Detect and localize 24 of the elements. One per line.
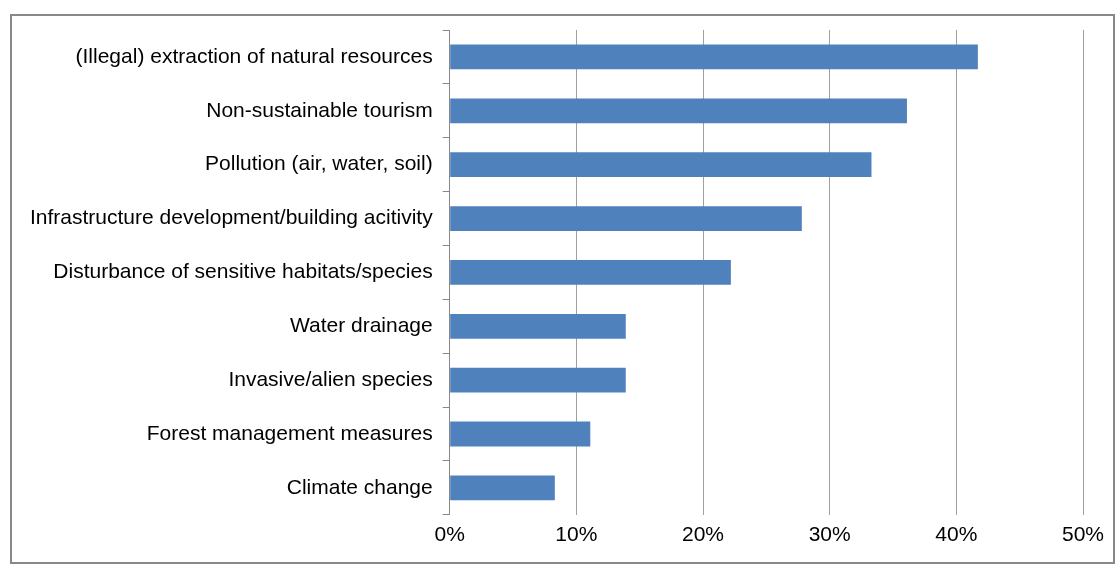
y-tick-label: Pollution (air, water, soil) — [205, 151, 433, 175]
y-tick-label: Climate change — [286, 474, 433, 498]
bar — [450, 260, 731, 285]
y-tick-label: Infrastructure development/building acitivity — [30, 205, 434, 229]
y-tick-label: Non-sustainable tourism — [206, 97, 433, 121]
y-tick-label: Forest management measures — [146, 420, 433, 444]
y-tick-label: Disturbance of sensitive habitats/species — [53, 259, 433, 283]
x-tick-label: 30% — [808, 522, 851, 546]
bar — [450, 367, 626, 393]
y-tick-label: Invasive/alien species — [228, 366, 433, 390]
bar — [450, 44, 978, 70]
y-tick-label: Water drainage — [289, 313, 433, 337]
bar — [450, 313, 626, 339]
bar — [450, 206, 802, 231]
x-tick-label: 40% — [935, 522, 978, 546]
x-tick-label: 50% — [1061, 522, 1105, 546]
bar — [450, 152, 872, 178]
x-tick-label: 20% — [682, 522, 725, 546]
bar — [450, 475, 555, 501]
x-tick-label: 10% — [555, 522, 598, 546]
bar — [450, 421, 591, 447]
bar — [450, 98, 907, 124]
x-tick-label: 0% — [434, 522, 465, 546]
y-tick-label: (Illegal) extraction of natural resources — [75, 43, 433, 67]
